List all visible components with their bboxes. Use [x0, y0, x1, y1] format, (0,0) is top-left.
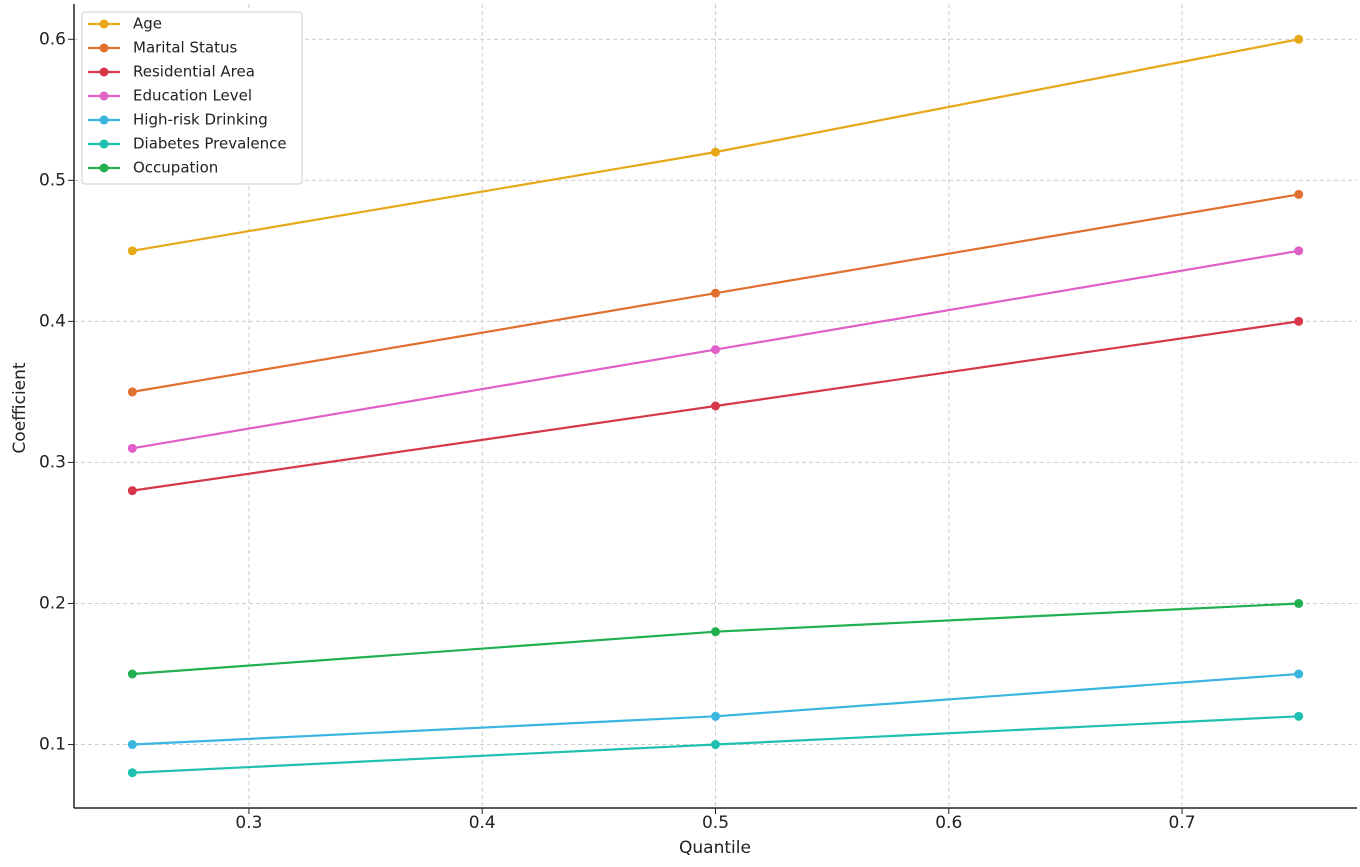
x-axis-label: Quantile: [679, 838, 751, 858]
legend-marker: [99, 19, 109, 29]
point: [711, 288, 720, 298]
legend-marker: [99, 67, 109, 77]
legend-marker: [99, 163, 109, 173]
point: [711, 740, 720, 750]
y-tick-label: 0.6: [39, 29, 66, 49]
x-tick-label: 0.6: [935, 813, 962, 833]
point: [1294, 669, 1304, 679]
y-tick-label: 0.3: [39, 452, 66, 472]
point: [1294, 189, 1304, 199]
point: [1294, 316, 1304, 326]
point: [1294, 711, 1304, 721]
point: [127, 246, 137, 256]
legend-label: Diabetes Prevalence: [133, 135, 287, 153]
x-tick-label: 0.5: [702, 813, 729, 833]
legend-label: Residential Area: [133, 63, 255, 81]
legend-box: [81, 11, 303, 185]
legend-label: Marital Status: [133, 39, 237, 57]
legend-label: Education Level: [133, 87, 252, 105]
point: [1294, 598, 1304, 608]
point: [711, 147, 720, 157]
legend-marker: [99, 91, 109, 101]
point: [127, 443, 137, 453]
legend-label: Age: [133, 15, 162, 33]
y-axis-label: Coefficient: [10, 362, 30, 453]
x-tick-label: 0.3: [235, 813, 262, 833]
point: [711, 711, 720, 721]
y-tick-label: 0.2: [39, 593, 66, 613]
legend: Age Marital Status Residential Area Educati…: [81, 11, 303, 185]
y-tick-label: 0.5: [39, 170, 66, 190]
y-tick-label: 0.4: [39, 311, 66, 331]
legend-label: High-risk Drinking: [133, 111, 268, 129]
point: [1294, 34, 1304, 44]
y-tick-label: 0.1: [39, 735, 66, 755]
point: [127, 669, 137, 679]
point: [711, 401, 720, 411]
legend-marker: [99, 115, 109, 125]
legend-marker: [99, 43, 109, 53]
legend-label: Occupation: [133, 159, 218, 177]
legend-marker: [99, 139, 109, 149]
point: [1294, 246, 1304, 256]
point: [127, 387, 137, 397]
point: [127, 486, 137, 496]
x-tick-label: 0.7: [1169, 813, 1196, 833]
point: [127, 740, 137, 750]
point: [711, 345, 720, 355]
point: [711, 627, 720, 637]
x-tick-label: 0.4: [469, 813, 496, 833]
point: [127, 768, 137, 778]
